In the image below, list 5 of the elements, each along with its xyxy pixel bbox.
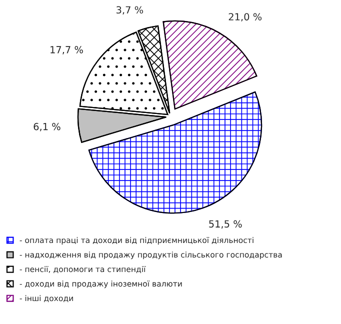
data-label: 6,1 %: [34, 122, 60, 132]
data-label: 21,0 %: [228, 13, 262, 22]
data-label: 51,5 %: [209, 220, 242, 229]
data-label: 17,7 %: [50, 46, 83, 54]
data-label: 3,7 %: [116, 6, 144, 15]
